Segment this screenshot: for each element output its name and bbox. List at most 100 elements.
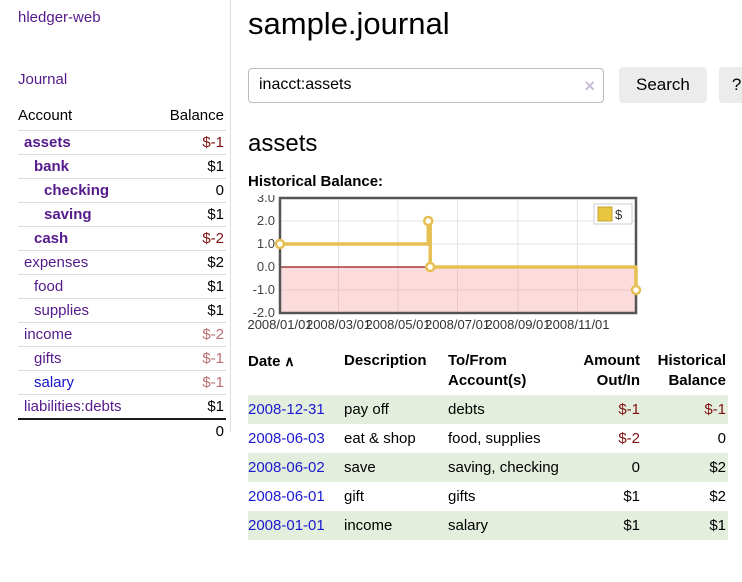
search-input[interactable] (248, 67, 604, 103)
transaction-amount: $1 (623, 517, 640, 534)
account-heading: assets (248, 130, 318, 157)
account-balance: $1 (153, 298, 226, 323)
transaction-amount: 0 (631, 459, 640, 476)
svg-text:$: $ (615, 207, 623, 222)
transaction-balance: $-1 (704, 401, 726, 418)
account-link[interactable]: expenses (24, 254, 89, 271)
transaction-date-link[interactable]: 2008-12-31 (248, 401, 325, 418)
register-header-description: Description (344, 352, 427, 369)
account-row: saving $1 (18, 202, 226, 227)
transaction-description: save (344, 459, 376, 476)
sidebar-item-journal[interactable]: Journal (18, 71, 68, 88)
help-button[interactable]: ? (718, 67, 742, 103)
clear-search-icon[interactable]: × (584, 75, 595, 96)
account-balance: $2 (153, 250, 226, 275)
historical-balance-chart[interactable]: $3.0 2.0 1.0 0.0 -1.0 -2.02008/01/012008/03/0… (248, 195, 646, 335)
brand-link[interactable]: hledger-web (18, 9, 101, 26)
sort-asc-icon[interactable]: ∧ (280, 353, 295, 369)
transaction-balance: $1 (709, 517, 726, 534)
page-title: sample.journal (248, 6, 450, 41)
account-row: food $1 (18, 274, 226, 299)
transaction-date-link[interactable]: 2008-01-01 (248, 517, 325, 534)
transaction-accounts: gifts (448, 488, 476, 505)
account-row: supplies $1 (18, 298, 226, 323)
transaction-balance: 0 (717, 430, 726, 447)
account-balance: $1 (153, 202, 226, 227)
svg-text:3.0: 3.0 (257, 195, 275, 205)
svg-text:-2.0: -2.0 (253, 305, 275, 320)
account-balance: $-1 (153, 130, 226, 155)
transaction-accounts: food, supplies (448, 430, 541, 447)
transaction-description: income (344, 517, 393, 534)
register-header-historical: Historical Balance (657, 352, 726, 389)
transaction-balance: $2 (709, 488, 726, 505)
account-link[interactable]: gifts (34, 350, 62, 367)
chart-label: Historical Balance: (248, 173, 384, 190)
account-row: salary $-1 (18, 370, 226, 395)
register-row: 2008-12-31 pay off debts $-1 $-1 (248, 395, 728, 424)
sidebar: hledger-web Journal Account Balance asse… (0, 0, 231, 443)
account-row: gifts $-1 (18, 346, 226, 371)
account-balance: $-1 (153, 370, 226, 395)
svg-text:2008/09/01: 2008/09/01 (485, 317, 550, 332)
register-row: 2008-06-02 save saving, checking 0 $2 (248, 453, 728, 482)
register-row: 2008-01-01 income salary $1 $1 (248, 511, 728, 540)
account-row: bank $1 (18, 154, 226, 179)
account-link[interactable]: liabilities:debts (24, 398, 122, 415)
svg-text:2008/07/01: 2008/07/01 (425, 317, 490, 332)
transaction-amount: $1 (623, 488, 640, 505)
account-row: checking 0 (18, 178, 226, 203)
register-header-tofrom: To/From Account(s) (448, 352, 527, 389)
account-balance: $-2 (153, 322, 226, 347)
transaction-description: gift (344, 488, 365, 505)
account-balance: $-1 (153, 346, 226, 371)
transaction-accounts: salary (448, 517, 489, 534)
account-balance: $-2 (153, 226, 226, 251)
register-table: Date ∧ Description To/From Account(s) Amount… (248, 347, 728, 540)
account-row: assets $-1 (18, 130, 226, 155)
svg-text:2008/03/01: 2008/03/01 (306, 317, 371, 332)
transaction-date-link[interactable]: 2008-06-03 (248, 430, 325, 447)
accounts-total-row: 0 (18, 418, 226, 443)
transaction-accounts: saving, checking (448, 459, 559, 476)
register-header-date[interactable]: Date ∧ (248, 353, 295, 370)
account-link[interactable]: income (24, 326, 73, 343)
svg-text:2008/01/01: 2008/01/01 (248, 317, 313, 332)
account-link[interactable]: saving (44, 206, 92, 223)
accounts-header-account: Account (18, 107, 73, 124)
account-link[interactable]: assets (24, 134, 71, 151)
transaction-description: pay off (344, 401, 389, 418)
transaction-date-link[interactable]: 2008-06-01 (248, 488, 325, 505)
transaction-accounts: debts (448, 401, 485, 418)
accounts-table: Account Balance assets $-1 bank $1 check… (18, 104, 226, 443)
svg-text:2.0: 2.0 (257, 213, 275, 228)
account-balance: 0 (153, 178, 226, 203)
main-content: sample.journal × Search ? assets Histori… (248, 0, 742, 540)
svg-text:1.0: 1.0 (257, 236, 275, 251)
register-header-amount: Amount Out/In (583, 352, 640, 389)
transaction-description: eat & shop (344, 430, 416, 447)
search-form: × Search ? (248, 67, 742, 103)
account-link[interactable]: salary (34, 374, 75, 391)
account-row: cash $-2 (18, 226, 226, 251)
svg-text:2008/05/01: 2008/05/01 (365, 317, 430, 332)
account-row: liabilities:debts $1 (18, 394, 226, 419)
account-link[interactable]: bank (34, 158, 70, 175)
account-link[interactable]: supplies (34, 302, 90, 319)
account-link[interactable]: cash (34, 230, 69, 247)
search-button[interactable]: Search (619, 67, 707, 103)
transaction-amount: $-2 (618, 430, 640, 447)
account-row: expenses $2 (18, 250, 226, 275)
transaction-date-link[interactable]: 2008-06-02 (248, 459, 325, 476)
accounts-header-balance: Balance (169, 107, 224, 124)
account-link[interactable]: checking (44, 182, 110, 199)
account-balance: $1 (153, 154, 226, 179)
svg-text:2008/11/01: 2008/11/01 (545, 317, 609, 332)
svg-text:0.0: 0.0 (257, 259, 275, 274)
register-row: 2008-06-01 gift gifts $1 $2 (248, 482, 728, 511)
transaction-balance: $2 (709, 459, 726, 476)
account-link[interactable]: food (34, 278, 64, 295)
account-row: income $-2 (18, 322, 226, 347)
svg-text:-1.0: -1.0 (253, 282, 275, 297)
account-balance: $1 (153, 394, 226, 419)
